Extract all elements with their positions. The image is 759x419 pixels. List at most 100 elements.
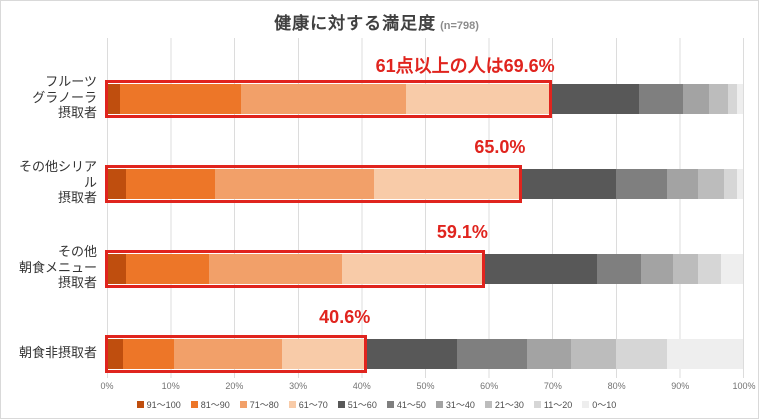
bar-segment <box>208 254 343 284</box>
bar-segment <box>723 169 737 199</box>
stacked-bar <box>107 254 743 284</box>
chart-row: 朝食非摂取者 40.6% <box>9 293 744 378</box>
bar-segment <box>526 339 572 369</box>
legend-label: 81～90 <box>200 400 230 410</box>
bar-segment <box>374 169 521 199</box>
bar-segment <box>596 254 642 284</box>
bar-segment <box>698 169 724 199</box>
bar-segment <box>107 254 127 284</box>
x-tick-label: 70% <box>543 381 562 391</box>
legend-item: 51～60 <box>337 398 377 411</box>
bar-segment <box>405 84 550 114</box>
legend-swatch-icon <box>582 401 590 408</box>
x-tick-label: 50% <box>416 381 435 391</box>
legend-label: 71～80 <box>249 400 279 410</box>
legend-swatch-icon <box>288 401 296 408</box>
bar-segment <box>666 169 699 199</box>
bar-segment <box>720 254 743 284</box>
legend-swatch-icon <box>190 401 198 408</box>
plot-area: 40.6% <box>105 293 744 378</box>
bar-segment <box>641 254 673 284</box>
bar-segment <box>119 84 241 114</box>
chart-title: 健康に対する満足度 <box>274 14 437 33</box>
legend-label: 11～20 <box>543 400 573 410</box>
bar-segment <box>638 84 684 114</box>
bar-segment <box>107 84 120 114</box>
x-tick-label: 20% <box>225 381 244 391</box>
x-tick-label: 10% <box>161 381 180 391</box>
x-tick-label: 90% <box>671 381 690 391</box>
x-tick-label: 60% <box>480 381 499 391</box>
bar-segment <box>215 169 375 199</box>
bar-segment <box>482 254 597 284</box>
bar-segment <box>365 339 457 369</box>
legend-swatch-icon <box>533 401 541 408</box>
x-tick-label: 0% <box>100 381 114 391</box>
legend-item: 21～30 <box>484 398 524 411</box>
legend-item: 61～70 <box>288 398 328 411</box>
legend-label: 61～70 <box>298 400 328 410</box>
legend-item: 31～40 <box>435 398 475 411</box>
x-tick-label: 100% <box>732 381 756 391</box>
x-axis: 0% 10% 20% 30% 40% 50% 60% 70% 80% 90% 100% <box>9 378 755 393</box>
category-label: その他 朝食メニュー 摂取者 <box>18 244 97 291</box>
bar-segment <box>126 169 216 199</box>
bar-segment <box>456 339 527 369</box>
x-axis-spacer <box>9 378 107 393</box>
legend-item: 91～100 <box>136 398 181 411</box>
legend-swatch-icon <box>136 401 144 408</box>
chart-row: フルーツ グラノーラ 摂取者 61点以上の人は69.6% <box>9 38 744 123</box>
highlight-annotation: 61点以上の人は69.6% <box>375 56 555 76</box>
bar-segment <box>520 169 616 199</box>
legend-item: 41～50 <box>386 398 426 411</box>
bar-segment <box>615 169 667 199</box>
highlight-annotation: 65.0% <box>474 137 526 157</box>
bar-segment <box>549 84 639 114</box>
bar-segment <box>673 254 699 284</box>
legend-label: 51～60 <box>347 400 377 410</box>
legend-item: 71～80 <box>239 398 279 411</box>
x-tick-label: 40% <box>352 381 371 391</box>
bar-segment <box>708 84 728 114</box>
bar-segment <box>571 339 616 369</box>
legend-item: 81～90 <box>190 398 230 411</box>
plot-area: 65.0% <box>105 123 744 208</box>
bar-segment <box>727 84 737 114</box>
bar-segment <box>698 254 721 284</box>
stacked-bar <box>107 169 743 199</box>
x-tick-label: 80% <box>607 381 626 391</box>
legend-swatch-icon <box>337 401 345 408</box>
legend-label: 91～100 <box>146 400 181 410</box>
stacked-bar-chart: フルーツ グラノーラ 摂取者 61点以上の人は69.6% その他シリアル 摂取者 65.0%… <box>9 38 744 378</box>
chart-header: 健康に対する満足度 (n=798) <box>9 9 744 34</box>
x-axis-ticks: 0% 10% 20% 30% 40% 50% 60% 70% 80% 90% 100% <box>100 378 755 393</box>
legend-swatch-icon <box>484 401 492 408</box>
chart-row: その他シリアル 摂取者 65.0% <box>9 123 744 208</box>
plot-area: 59.1% <box>105 208 744 293</box>
legend: 91～100 81～90 71～80 61～70 51～60 41～50 31～40 21～3… <box>9 398 744 411</box>
bar-segment <box>281 339 366 369</box>
bar-segment <box>107 339 123 369</box>
bar-segment <box>736 169 743 199</box>
stacked-bar <box>107 84 743 114</box>
plot-area: 61点以上の人は69.6% <box>105 38 744 123</box>
bar-segment <box>683 84 709 114</box>
legend-item: 0～10 <box>582 398 616 411</box>
legend-label: 31～40 <box>445 400 475 410</box>
x-tick-label: 30% <box>289 381 308 391</box>
legend-label: 0～10 <box>592 400 617 410</box>
legend-item: 11～20 <box>533 398 573 411</box>
bar-segment <box>240 84 406 114</box>
bar-segment <box>736 84 743 114</box>
category-label: 朝食非摂取者 <box>18 344 97 360</box>
legend-swatch-icon <box>435 401 443 408</box>
legend-label: 21～30 <box>494 400 524 410</box>
bar-segment <box>666 339 743 369</box>
legend-label: 41～50 <box>396 400 426 410</box>
highlight-annotation: 40.6% <box>319 307 371 327</box>
bar-segment <box>126 254 209 284</box>
bar-segment <box>122 339 174 369</box>
highlight-annotation: 59.1% <box>436 222 488 242</box>
legend-swatch-icon <box>386 401 394 408</box>
